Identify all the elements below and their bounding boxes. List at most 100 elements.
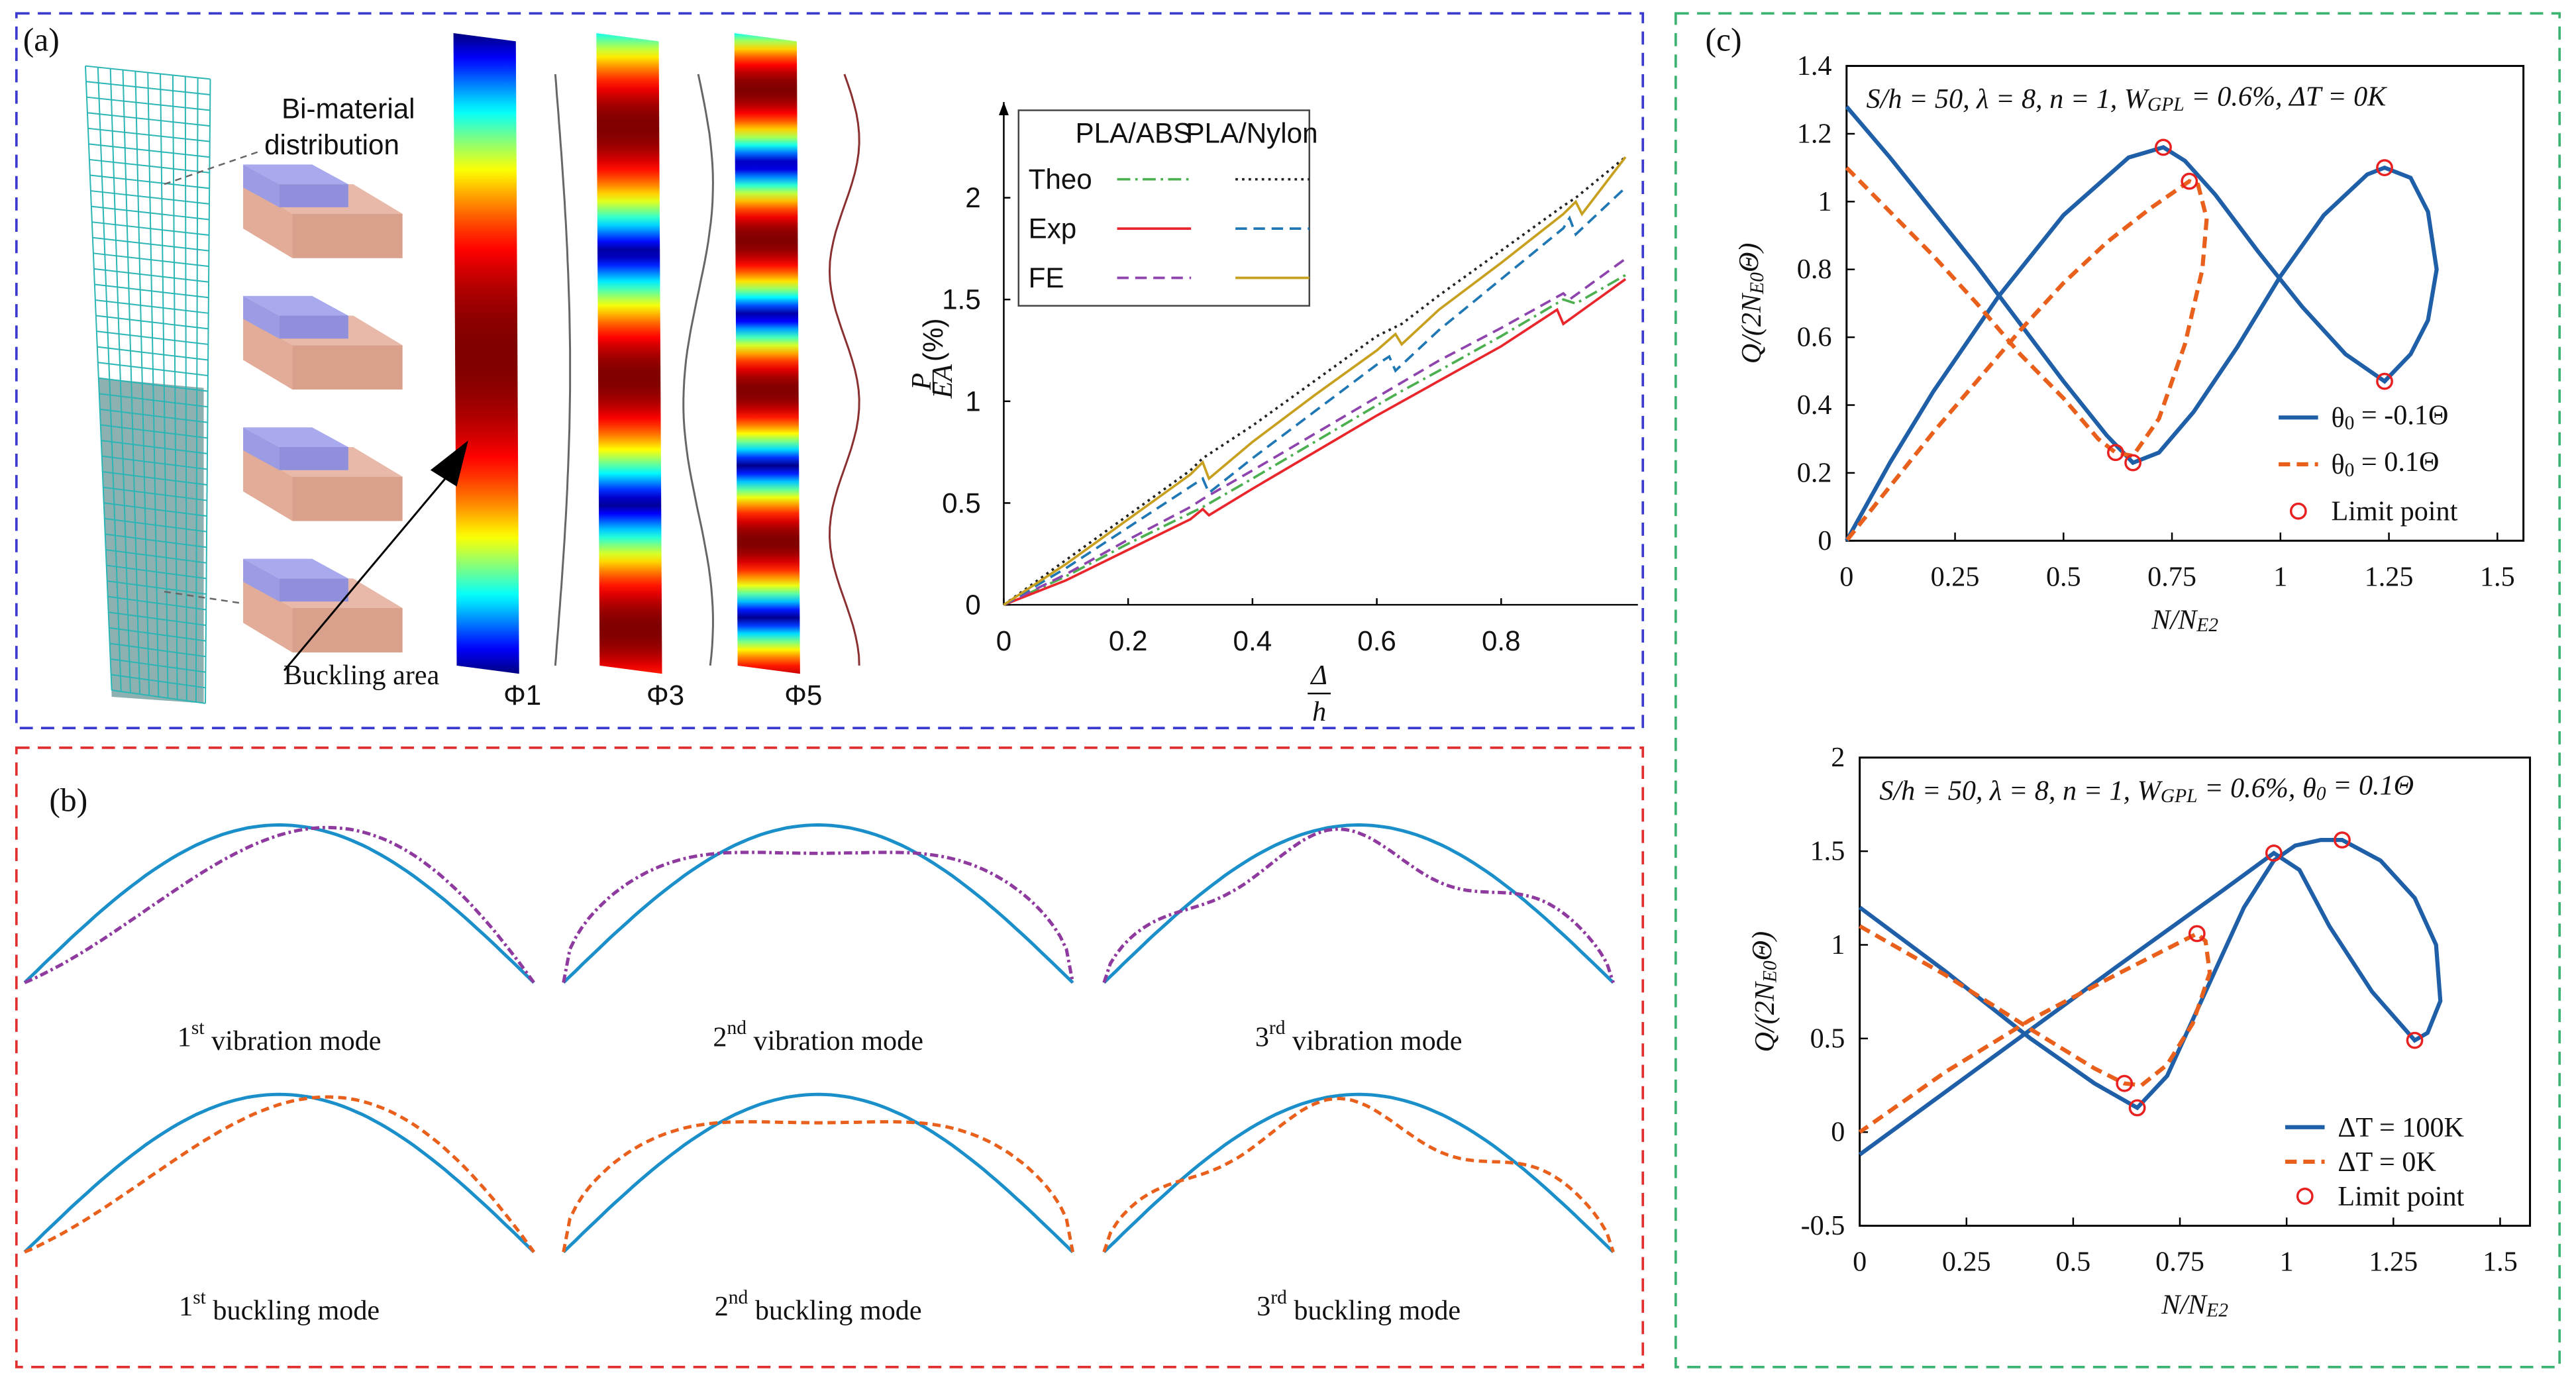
text-part: buckling mode [206, 1294, 380, 1325]
mode-shape [562, 850, 1075, 983]
label: θ0 = 0.1Θ [2331, 446, 2439, 481]
material-side [243, 295, 280, 339]
text-part: = 0.1Θ [2326, 770, 2414, 801]
panel-c-frame [1674, 12, 2561, 1368]
mesh-line [90, 190, 210, 205]
mesh-line [91, 205, 209, 221]
legend-column: PLA/ABS [1075, 118, 1192, 149]
mesh [84, 65, 211, 704]
text-part: = 0.6%, θ [2198, 772, 2316, 803]
x-tick-label: 1.25 [2369, 1247, 2418, 1278]
mesh-line [205, 79, 211, 703]
x-tick-label: 0.6 [1357, 625, 1396, 656]
y-tick-label: 2 [965, 182, 980, 213]
plot-frame [1859, 756, 2532, 1227]
data-line [1003, 186, 1627, 606]
shifted-text: nd [729, 1287, 748, 1308]
y-tick-label: 0.5 [942, 488, 981, 519]
x-tick-label: 1.5 [2483, 1247, 2518, 1278]
x-tick-label: 0.8 [1482, 625, 1521, 656]
y-tick-label: 1.5 [942, 284, 981, 315]
mesh-line [103, 502, 207, 517]
limit-point [2107, 444, 2124, 462]
distribution-label: Bi-material [282, 93, 415, 125]
axis-arrow [998, 102, 1009, 115]
text-part: = 0.6%, ΔT = 0K [2185, 81, 2387, 112]
shifted-text: rd [1270, 1287, 1287, 1308]
label: Limit point [2331, 495, 2457, 527]
mesh-line [104, 517, 207, 533]
text-part: Q/(2N [1749, 980, 1780, 1052]
label: Q/(2NE0Θ) [1733, 243, 1768, 364]
shifted-text: nd [727, 1017, 747, 1039]
text-part: ΔT = 0K [2338, 1146, 2436, 1177]
y-tick-label: 1 [965, 385, 980, 417]
mesh-line [88, 143, 210, 158]
mesh-line [106, 564, 207, 580]
text-part: 3 [1255, 1021, 1269, 1053]
text-part: N/N [2151, 604, 2198, 635]
limit-point [2334, 831, 2351, 849]
block-front [292, 345, 403, 390]
x-tick-label: 1.25 [2365, 561, 2414, 592]
panel-a-frame [15, 12, 1645, 729]
legend-row: Exp [1029, 213, 1077, 244]
block-side [243, 446, 293, 521]
panel-label: (a) [23, 21, 60, 58]
text-part: buckling mode [748, 1294, 921, 1325]
material-top [243, 295, 348, 316]
block-front [292, 213, 403, 258]
limit-point [2406, 1031, 2424, 1049]
shifted-text: E2 [2206, 1300, 2228, 1321]
mesh-line [98, 377, 208, 392]
data-line [1845, 105, 2439, 542]
block [243, 427, 403, 521]
data-line [1003, 274, 1626, 606]
text-part: Limit point [2331, 495, 2457, 527]
label: 2nd buckling mode [715, 1287, 922, 1325]
base-shape [562, 823, 1074, 984]
limit-point [2116, 1074, 2134, 1092]
limit-point [2376, 372, 2393, 390]
shifted-text: 0 [2345, 413, 2355, 434]
mesh-line [97, 362, 209, 377]
x-tick-label: 0.25 [1942, 1247, 1991, 1278]
mesh-line [103, 486, 207, 501]
mesh-line [109, 627, 206, 642]
mode-label: Φ3 [646, 680, 684, 711]
mesh-line [89, 158, 210, 174]
text-part: = -0.1Θ [2354, 399, 2448, 431]
label: S/h = 50, λ = 8, n = 1, WGPL = 0.6%, θ0 … [1879, 770, 2414, 807]
text-part: S/h = 50, λ = 8, n = 1, W [1879, 775, 2163, 806]
block-side [243, 315, 293, 390]
x-tick-label: 1 [2273, 561, 2287, 592]
y-tick-label: 0.4 [1797, 389, 1832, 421]
material-front [279, 578, 348, 602]
legend-marker [2296, 1188, 2314, 1205]
limit-point [2265, 845, 2283, 862]
text-part: vibration mode [1286, 1025, 1463, 1056]
shifted-text: st [191, 1017, 205, 1039]
x-label: h [1312, 696, 1326, 727]
legend-marker [2289, 502, 2307, 520]
legend-row: FE [1029, 262, 1064, 293]
leader [164, 150, 260, 185]
y-tick-label: 0.2 [1797, 457, 1832, 488]
mode-label: Φ5 [784, 680, 822, 711]
shifted-text: GPL [2147, 94, 2185, 115]
text-part: Θ) [1733, 243, 1765, 272]
base-shape [23, 1092, 535, 1254]
block-side [243, 578, 293, 652]
y-tick-label: 1.4 [1797, 50, 1832, 81]
label: ΔT = 100K [2338, 1111, 2464, 1143]
y-tick-label: 0 [965, 590, 980, 621]
x-tick-label: 0.5 [2046, 561, 2081, 592]
material-front [279, 315, 348, 339]
legend-box [1017, 109, 1310, 307]
base-shape [1102, 823, 1615, 984]
x-tick-label: 0 [996, 625, 1011, 656]
label: S/h = 50, λ = 8, n = 1, WGPL = 0.6%, ΔT … [1867, 81, 2388, 115]
material-side [243, 558, 280, 602]
